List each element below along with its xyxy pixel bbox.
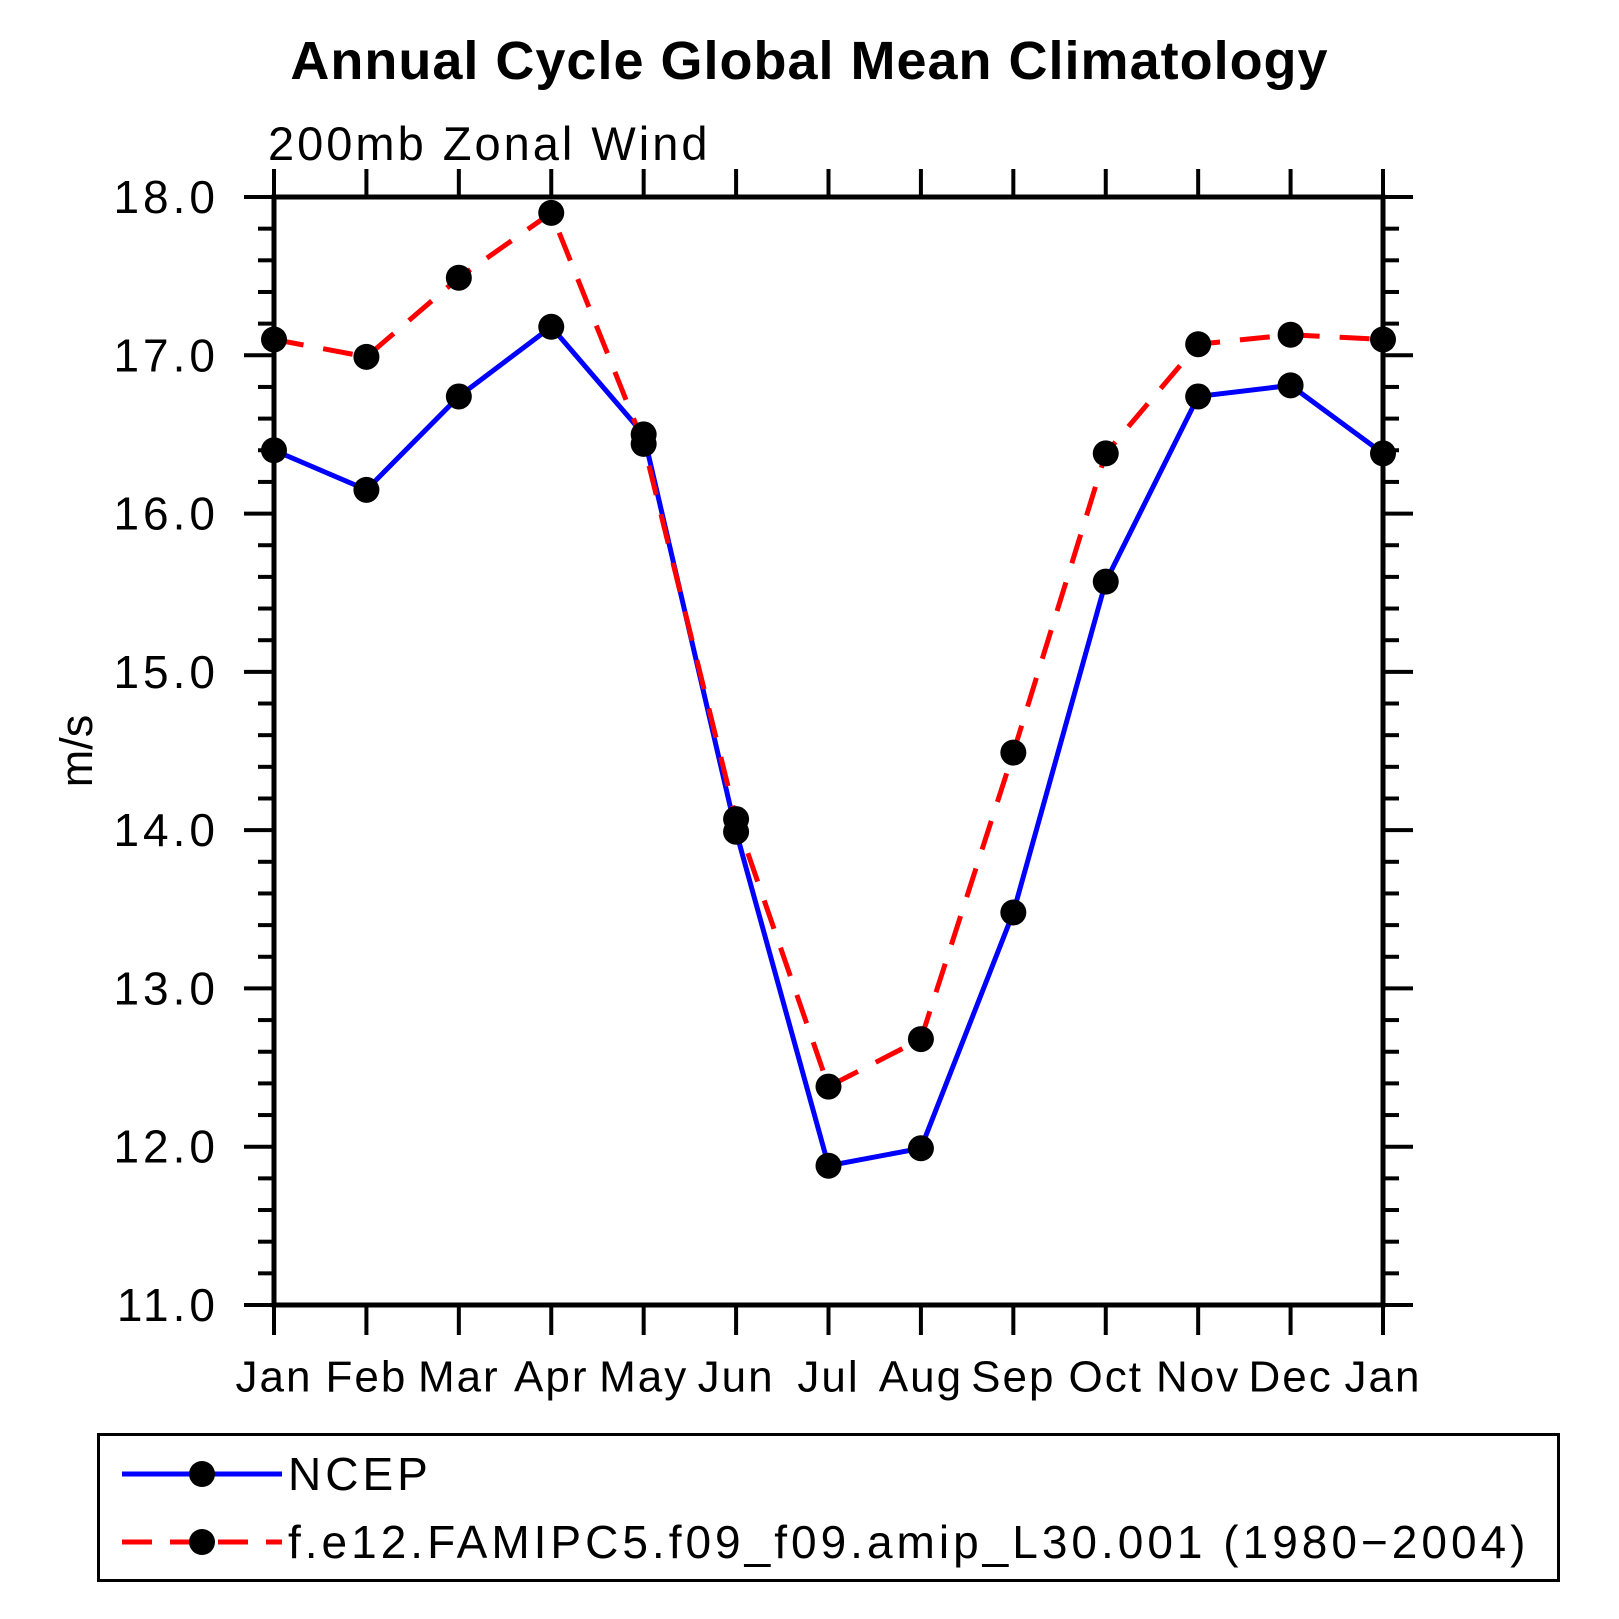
legend-label-ncep: NCEP — [288, 1447, 432, 1500]
data-point-1-sep — [1000, 739, 1027, 766]
x-tick-label: Feb — [326, 1353, 408, 1402]
chart-title: Annual Cycle Global Mean Climatology — [290, 31, 1329, 91]
data-point-1-dec — [1277, 321, 1304, 348]
data-point-1-feb — [353, 343, 380, 370]
data-point-1-oct — [1092, 440, 1119, 467]
data-point-0-mar — [445, 383, 472, 410]
data-point-0-jul — [815, 1152, 842, 1179]
data-point-0-aug — [907, 1135, 934, 1162]
x-tick-label: Mar — [418, 1353, 500, 1402]
x-tick-label: Nov — [1156, 1353, 1240, 1402]
data-point-0-sep — [1000, 899, 1027, 926]
x-tick-label: Apr — [514, 1353, 588, 1402]
series-line-0 — [273, 323, 1385, 1169]
data-point-1-jun — [723, 806, 750, 833]
data-point-1-may — [630, 430, 657, 457]
model-line-swatch — [122, 1528, 282, 1555]
y-tick-label: 18.0 — [113, 171, 219, 223]
y-tick-label: 14.0 — [113, 804, 219, 856]
data-point-1-nov — [1185, 331, 1212, 358]
x-tick-label: Jan — [1345, 1353, 1422, 1402]
legend-row-model: f.e12.FAMIPC5.f09_f09.amip_L30.001 (1980… — [100, 1508, 1557, 1576]
ncep-line-swatch — [122, 1460, 282, 1487]
x-tick-label: Sep — [971, 1353, 1055, 1402]
x-tick-label: Jul — [797, 1353, 859, 1402]
data-point-0-dec — [1277, 372, 1304, 399]
y-tick-label: 17.0 — [113, 329, 219, 381]
model-marker-dot — [189, 1528, 215, 1555]
data-point-1-jul — [815, 1073, 842, 1100]
series-line-1 — [273, 208, 1384, 1091]
y-tick-label: 11.0 — [117, 1279, 219, 1331]
y-tick-label: 13.0 — [113, 962, 219, 1014]
data-point-0-oct — [1092, 568, 1119, 595]
x-tick-label: Jan — [236, 1353, 313, 1402]
chart-subtitle: 200mb Zonal Wind — [268, 117, 711, 170]
legend-row-ncep: NCEP — [100, 1440, 1557, 1508]
x-tick-label: Oct — [1069, 1353, 1143, 1402]
data-point-1-aug — [907, 1026, 934, 1053]
legend-box: NCEP f.e12.FAMIPC5.f09_f09.amip_L30.001 … — [97, 1433, 1560, 1582]
ncep-marker-dot — [189, 1460, 215, 1487]
data-point-0-apr — [538, 313, 565, 340]
legend-label-model: f.e12.FAMIPC5.f09_f09.amip_L30.001 (1980… — [288, 1515, 1530, 1568]
data-point-1-jan — [1370, 326, 1396, 353]
x-tick-label: Jun — [698, 1353, 775, 1402]
data-point-0-jan — [1370, 440, 1396, 467]
data-point-0-feb — [353, 476, 380, 503]
data-point-0-nov — [1185, 383, 1212, 410]
data-point-0-jan — [261, 437, 287, 464]
x-tick-label: Dec — [1248, 1353, 1332, 1402]
x-tick-label: May — [599, 1353, 688, 1402]
y-tick-label: 12.0 — [113, 1121, 219, 1173]
data-point-1-apr — [538, 199, 565, 226]
data-point-1-jan — [261, 326, 287, 353]
y-tick-label: 16.0 — [113, 488, 219, 540]
data-point-1-mar — [445, 264, 472, 291]
y-tick-label: 15.0 — [113, 646, 219, 698]
x-tick-label: Aug — [879, 1353, 963, 1402]
plot-frame — [271, 194, 1386, 1308]
